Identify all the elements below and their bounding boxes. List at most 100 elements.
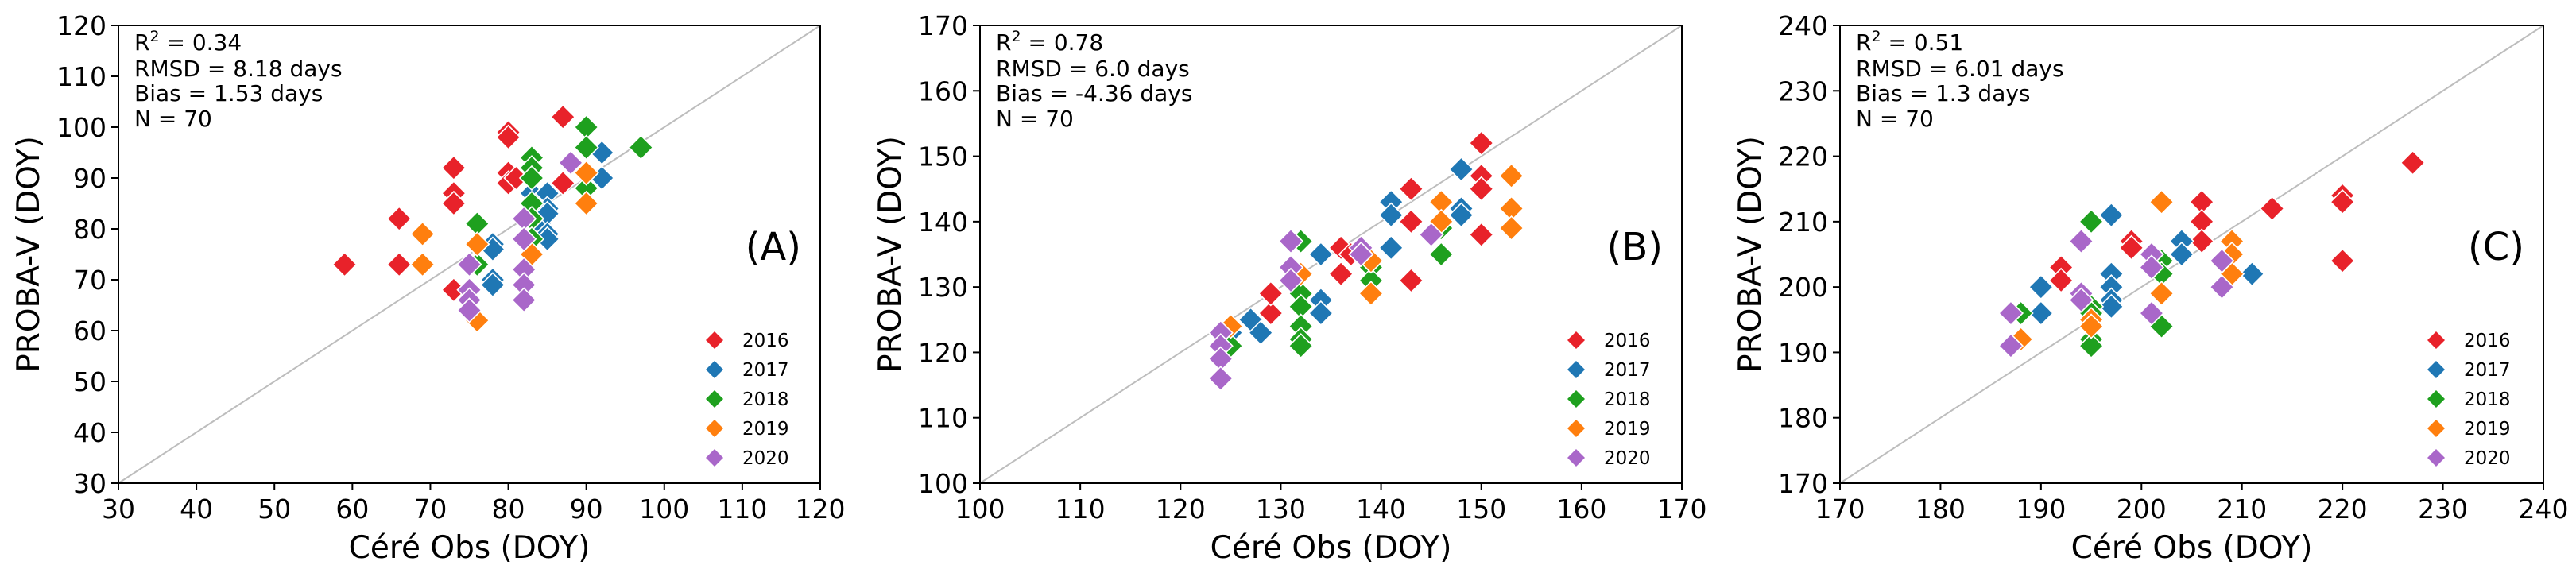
data-point [1468, 176, 1494, 202]
data-point [1327, 261, 1354, 287]
series-2017 [479, 139, 615, 298]
series-2020 [456, 149, 584, 323]
x-tick-label: 240 [2519, 494, 2569, 525]
legend-marker [706, 449, 723, 467]
data-point [456, 251, 482, 277]
data-point [1257, 300, 1284, 327]
data-point [2148, 281, 2175, 307]
x-tick-label: 160 [1556, 494, 1606, 525]
legend: 2016 2017 2018 2019 2020 [2427, 331, 2511, 469]
x-axis-label: Céré Obs (DOY) [349, 530, 591, 566]
rmsd-text: RMSD = 6.0 days [996, 56, 1190, 82]
legend-label: 2016 [2464, 331, 2511, 351]
y-tick-label: 110 [918, 403, 968, 434]
panel-label: (A) [746, 225, 801, 269]
x-tick-label: 100 [639, 494, 689, 525]
x-tick-label: 170 [1657, 494, 1707, 525]
data-point [2330, 248, 2356, 274]
chart-panel-c: 170 180 190 200 210 220 230 240 170 180 190 200 210 2… [1733, 10, 2569, 566]
legend-marker [706, 361, 723, 378]
x-tick-label: 190 [2016, 494, 2066, 525]
data-point [2209, 248, 2235, 274]
x-tick-label: 210 [2217, 494, 2267, 525]
series-2019 [2008, 189, 2245, 353]
data-point [2078, 333, 2105, 359]
y-tick-label: 80 [73, 214, 107, 245]
legend-label: 2020 [1604, 448, 1651, 469]
legend-marker [1567, 390, 1585, 408]
y-tick-label: 50 [73, 366, 107, 397]
data-point [1248, 319, 1274, 346]
y-tick-label: 170 [1778, 468, 1828, 499]
legend-label: 2016 [742, 331, 789, 351]
data-point [464, 231, 490, 257]
data-point [409, 251, 436, 277]
y-tick-label: 150 [918, 141, 968, 172]
x-tick-label: 110 [717, 494, 767, 525]
legend-label: 2016 [1604, 331, 1651, 351]
chart-panel-b: 100 110 120 130 140 150 160 170 100 110 120 130 140 1… [873, 10, 1707, 566]
data-point [628, 134, 654, 161]
data-point [2138, 300, 2165, 327]
data-point [1307, 241, 1334, 268]
x-tick-label: 100 [955, 494, 1005, 525]
x-tick-label: 50 [258, 494, 291, 525]
data-point [1468, 222, 1494, 248]
data-point [2138, 254, 2165, 281]
x-tick-label: 120 [1156, 494, 1206, 525]
y-tick-label: 210 [1778, 207, 1828, 238]
panel-label: (B) [1607, 225, 1663, 269]
data-point [2189, 228, 2215, 254]
x-tick-label: 110 [1056, 494, 1106, 525]
data-point [1307, 300, 1334, 327]
data-point [2259, 196, 2285, 222]
data-point [1498, 215, 1524, 242]
y-tick-label: 230 [1778, 75, 1828, 106]
y-tick-label: 200 [1778, 272, 1828, 303]
y-tick-label: 30 [73, 468, 107, 499]
legend-marker [1567, 449, 1585, 467]
y-tick-label: 220 [1778, 141, 1828, 172]
legend-marker [2427, 420, 2445, 437]
data-point [573, 134, 599, 161]
legend-marker [2427, 390, 2445, 408]
x-tick-label: 230 [2418, 494, 2468, 525]
x-tick-label: 200 [2117, 494, 2167, 525]
r2-text: R2 = 0.78 [996, 28, 1103, 56]
data-point [456, 297, 482, 323]
data-point [2028, 274, 2054, 300]
x-tick-label: 130 [1256, 494, 1306, 525]
data-point [479, 272, 506, 298]
y-axis-label: PROBA-V (DOY) [11, 136, 47, 373]
legend-marker [2427, 449, 2445, 467]
data-point [1448, 156, 1474, 183]
data-point [1428, 241, 1455, 268]
y-axis-label: PROBA-V (DOY) [873, 136, 908, 373]
legend-marker [1567, 420, 1585, 437]
legend-label: 2018 [2464, 389, 2511, 410]
y-tick-label: 140 [918, 207, 968, 238]
x-tick-label: 120 [796, 494, 846, 525]
legend-label: 2019 [2464, 419, 2511, 439]
data-point [1997, 333, 2024, 359]
x-tick-label: 90 [570, 494, 603, 525]
data-point [495, 124, 521, 150]
y-tick-label: 90 [73, 163, 107, 194]
legend-label: 2018 [1604, 389, 1651, 410]
data-point [1348, 241, 1374, 268]
data-point [2078, 313, 2105, 339]
legend: 2016 2017 2018 2019 2020 [1567, 331, 1651, 469]
y-tick-label: 170 [918, 10, 968, 41]
rmsd-text: RMSD = 6.01 days [1856, 56, 2064, 82]
data-point [440, 190, 467, 217]
y-tick-label: 160 [918, 75, 968, 106]
y-tick-label: 40 [73, 417, 107, 448]
data-point [409, 221, 436, 247]
legend-label: 2020 [742, 448, 789, 469]
data-point [2048, 267, 2074, 294]
data-point [557, 149, 584, 176]
data-point [1277, 228, 1304, 254]
data-point [331, 251, 358, 277]
legend-marker [706, 331, 723, 349]
legend-label: 2020 [2464, 448, 2511, 469]
